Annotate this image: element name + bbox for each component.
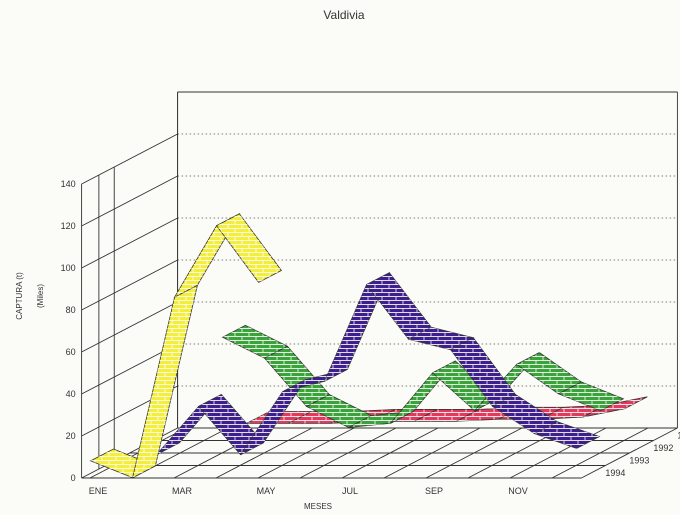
- axes-frame: [81, 91, 678, 479]
- y-axis-label: CAPTURA (t): [15, 272, 24, 320]
- ribbon-texture: [558, 382, 624, 411]
- ribbon-texture: [366, 272, 432, 340]
- x-tick-label: MAY: [257, 486, 276, 496]
- ribbon-texture: [222, 325, 288, 359]
- grid-line-side: [81, 217, 178, 269]
- x-tick-label: JUL: [342, 486, 358, 496]
- grid-line-side: [81, 301, 178, 353]
- series-depth-label: 1991: [677, 430, 680, 440]
- y-tick-label: 80: [66, 305, 76, 315]
- series-ribbons: [89, 212, 648, 479]
- y-axis-units: (Miles): [36, 284, 45, 308]
- ribbon-texture: [264, 346, 330, 407]
- ribbon-texture: [240, 379, 306, 455]
- ribbon-texture: [324, 272, 390, 382]
- tick-labels: 0 20 40 60 80 100 120 140 ENE MAR MAY JUL SEP NOV 1991…: [61, 179, 680, 496]
- x-axis-label: MESES: [304, 502, 332, 511]
- ribbon-texture: [216, 213, 282, 283]
- y-tick-label: 140: [61, 179, 76, 189]
- ribbon-texture: [582, 396, 648, 418]
- ribbon-texture: [414, 409, 480, 422]
- ribbon-texture: [132, 285, 198, 478]
- series-depth-label: 1993: [629, 455, 649, 465]
- ribbon-texture: [540, 405, 606, 420]
- series-depth-label: 1994: [605, 468, 625, 478]
- y-tick-label: 0: [71, 473, 76, 483]
- grid-line-side: [81, 259, 178, 311]
- ribbon-texture: [492, 394, 558, 434]
- ribbon-texture: [432, 361, 498, 411]
- y-tick-label: 100: [61, 263, 76, 273]
- y-tick-label: 40: [66, 389, 76, 399]
- y-tick-label: 20: [66, 431, 76, 441]
- chart-title: Valdivia: [323, 8, 364, 22]
- x-tick-label: ENE: [89, 486, 108, 496]
- ribbon-texture: [306, 394, 372, 428]
- grid-line-side: [81, 133, 178, 185]
- x-tick-label: MAR: [172, 486, 193, 496]
- ribbon-texture: [516, 352, 582, 394]
- ribbon-texture: [408, 327, 474, 350]
- y-tick-label: 60: [66, 347, 76, 357]
- ribbon-texture: [534, 421, 600, 449]
- ribbon-texture: [450, 337, 516, 407]
- grid-line-side: [81, 175, 178, 227]
- x-tick-label: SEP: [425, 486, 443, 496]
- ribbon-texture: [198, 394, 264, 455]
- x-tick-label: NOV: [508, 486, 528, 496]
- series-depth-label: 1992: [653, 443, 673, 453]
- y-tick-label: 120: [61, 221, 76, 231]
